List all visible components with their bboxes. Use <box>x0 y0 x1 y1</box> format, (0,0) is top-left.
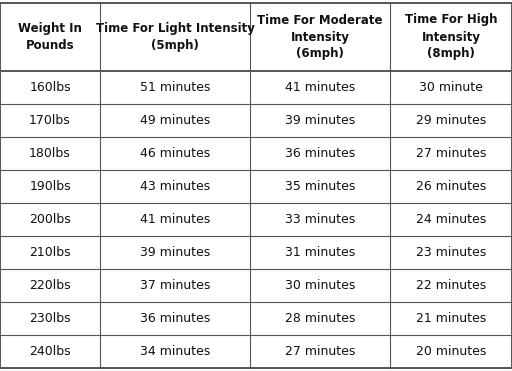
Text: 39 minutes: 39 minutes <box>285 114 355 127</box>
Text: 33 minutes: 33 minutes <box>285 213 355 226</box>
Text: 20 minutes: 20 minutes <box>416 345 486 358</box>
Text: 230lbs: 230lbs <box>29 312 71 325</box>
Text: 27 minutes: 27 minutes <box>285 345 355 358</box>
Text: Time For Light Intensity
(5mph): Time For Light Intensity (5mph) <box>96 22 254 52</box>
Text: 22 minutes: 22 minutes <box>416 279 486 292</box>
Text: 24 minutes: 24 minutes <box>416 213 486 226</box>
Text: 210lbs: 210lbs <box>29 246 71 259</box>
Text: 220lbs: 220lbs <box>29 279 71 292</box>
Text: 30 minutes: 30 minutes <box>285 279 355 292</box>
Text: 35 minutes: 35 minutes <box>285 180 355 193</box>
Text: 200lbs: 200lbs <box>29 213 71 226</box>
Text: 29 minutes: 29 minutes <box>416 114 486 127</box>
Text: 28 minutes: 28 minutes <box>285 312 355 325</box>
Text: 21 minutes: 21 minutes <box>416 312 486 325</box>
Text: 170lbs: 170lbs <box>29 114 71 127</box>
Text: 240lbs: 240lbs <box>29 345 71 358</box>
Text: 180lbs: 180lbs <box>29 147 71 160</box>
Text: 23 minutes: 23 minutes <box>416 246 486 259</box>
Text: 34 minutes: 34 minutes <box>140 345 210 358</box>
Text: 31 minutes: 31 minutes <box>285 246 355 259</box>
Text: 160lbs: 160lbs <box>29 81 71 94</box>
Text: 39 minutes: 39 minutes <box>140 246 210 259</box>
Text: 27 minutes: 27 minutes <box>416 147 486 160</box>
Text: 51 minutes: 51 minutes <box>140 81 210 94</box>
Text: 37 minutes: 37 minutes <box>140 279 210 292</box>
Text: Time For Moderate
Intensity
(6mph): Time For Moderate Intensity (6mph) <box>257 13 383 60</box>
Text: 41 minutes: 41 minutes <box>140 213 210 226</box>
Text: 190lbs: 190lbs <box>29 180 71 193</box>
Text: 26 minutes: 26 minutes <box>416 180 486 193</box>
Text: 41 minutes: 41 minutes <box>285 81 355 94</box>
Text: 43 minutes: 43 minutes <box>140 180 210 193</box>
Text: 36 minutes: 36 minutes <box>285 147 355 160</box>
Text: Weight In
Pounds: Weight In Pounds <box>18 22 82 52</box>
Text: 46 minutes: 46 minutes <box>140 147 210 160</box>
Text: 36 minutes: 36 minutes <box>140 312 210 325</box>
Text: Time For High
Intensity
(8mph): Time For High Intensity (8mph) <box>405 13 497 60</box>
Text: 49 minutes: 49 minutes <box>140 114 210 127</box>
Text: 30 minute: 30 minute <box>419 81 483 94</box>
